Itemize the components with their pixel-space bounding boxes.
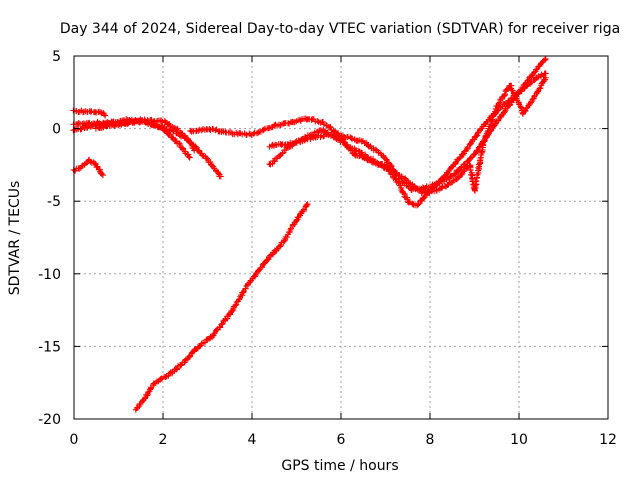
data-point-markers [266,74,549,197]
x-axis-label: GPS time / hours [281,458,398,474]
data-layer [70,55,549,413]
y-tick-label: 0 [52,122,61,138]
y-axis-label: SDTVAR / TECUs [7,181,23,296]
y-tick-label: -20 [38,412,61,428]
x-tick-label: 10 [510,432,528,448]
data-point-markers [70,107,109,119]
chart-title: Day 344 of 2024, Sidereal Day-to-day VTE… [60,21,620,37]
data-series [70,107,109,119]
x-tick-label: 6 [337,432,346,448]
tick-layer: 0 2 4 6 8 10 12 5 0 -5 -10 -15 -20 [38,49,617,448]
x-tick-label: 2 [159,432,168,448]
y-tick-label: 5 [52,49,61,65]
data-series [266,74,549,197]
x-tick-label: 8 [426,432,435,448]
x-tick-label: 12 [599,432,617,448]
data-point-markers [92,116,198,154]
y-tick-label: -15 [38,339,61,355]
grid-layer [74,56,608,419]
x-tick-label: 0 [70,432,79,448]
data-series [132,201,311,413]
y-tick-label: -5 [47,194,61,210]
x-tick-label: 4 [248,432,257,448]
y-tick-label: -10 [38,267,61,283]
data-point-markers [132,201,311,413]
data-series [92,116,198,154]
